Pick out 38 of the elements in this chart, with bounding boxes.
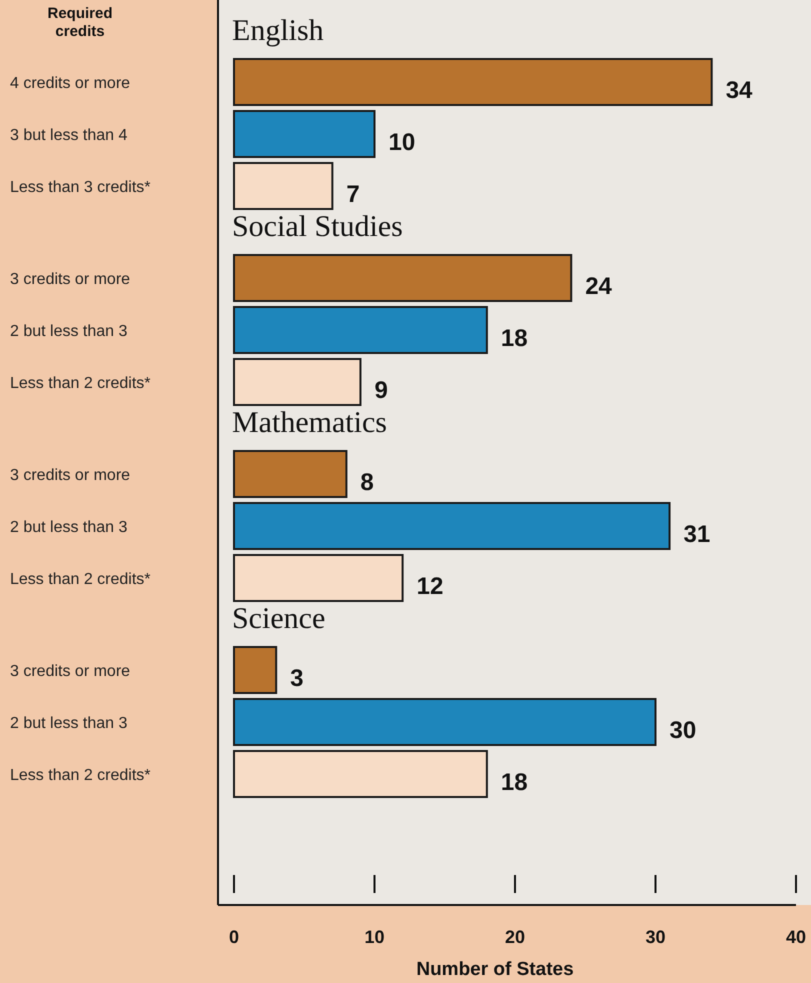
bar xyxy=(233,750,488,798)
data-label: 7 xyxy=(346,181,360,208)
chart-title: Science xyxy=(232,602,326,635)
y-tick-label: Less than 2 credits* xyxy=(10,375,151,392)
data-label: 18 xyxy=(500,769,528,796)
bar xyxy=(233,646,278,694)
data-label: 3 xyxy=(290,665,304,692)
y-tick-label: 3 but less than 4 xyxy=(10,127,128,144)
data-label: 8 xyxy=(360,469,374,496)
x-tick-label: 0 xyxy=(228,927,240,947)
y-tick-label: 3 credits or more xyxy=(10,663,130,680)
data-label: 24 xyxy=(585,273,613,300)
x-tick-label: 40 xyxy=(786,927,806,947)
data-label: 18 xyxy=(500,325,528,352)
y-tick-label: Less than 3 credits* xyxy=(10,179,151,196)
x-tick-label: 10 xyxy=(364,927,385,947)
x-axis-title: Number of States xyxy=(416,959,574,980)
data-label: 34 xyxy=(726,77,754,104)
chart-title: English xyxy=(232,14,324,47)
data-label: 10 xyxy=(388,129,416,156)
y-axis-title: Required credits xyxy=(47,5,113,40)
y-tick-label: 3 credits or more xyxy=(10,467,130,484)
y-tick-label: Less than 2 credits* xyxy=(10,767,151,784)
y-tick-label: 4 credits or more xyxy=(10,75,130,92)
y-tick-label: 2 but less than 3 xyxy=(10,519,128,536)
y-tick-label: 2 but less than 3 xyxy=(10,323,128,340)
y-tick-label: 2 but less than 3 xyxy=(10,715,128,732)
chart-title: Mathematics xyxy=(232,406,387,439)
bar xyxy=(233,698,656,746)
data-label: 9 xyxy=(374,377,388,404)
y-tick-label: 3 credits or more xyxy=(10,271,130,288)
y-tick-label: Less than 2 credits* xyxy=(10,571,151,588)
data-label: 31 xyxy=(684,521,710,548)
chart-title: Social Studies xyxy=(232,210,403,243)
x-tick-label: 20 xyxy=(504,927,526,947)
data-label: 30 xyxy=(670,717,696,744)
data-label: 12 xyxy=(416,573,444,600)
x-tick-label: 30 xyxy=(645,927,666,947)
